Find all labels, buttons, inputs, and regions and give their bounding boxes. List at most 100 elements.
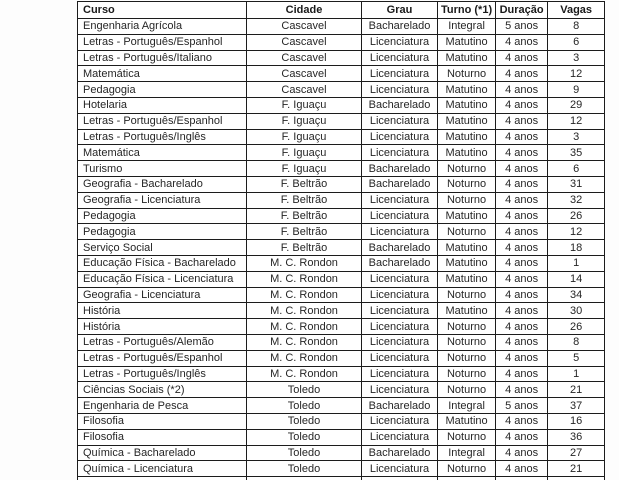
column-header-turno: Turno (*1) bbox=[436, 1, 497, 19]
cell-vagas: 21 bbox=[547, 381, 606, 399]
cell-turno: Noturno bbox=[436, 191, 497, 209]
cell-empty bbox=[495, 476, 549, 480]
cell-cidade: M. C. Rondon bbox=[246, 333, 362, 351]
table-row: Turismo F. Iguaçu Bacharelado Noturno 4 anos… bbox=[77, 160, 606, 177]
cell-cidade: F. Beltrão bbox=[246, 223, 362, 241]
cell-turno: Noturno bbox=[436, 286, 497, 304]
cell-duracao: 4 anos bbox=[495, 81, 549, 98]
cell-grau: Bacharelado bbox=[361, 18, 438, 35]
cell-cidade: M. C. Rondon bbox=[246, 286, 362, 304]
cell-turno: Matutino bbox=[436, 254, 497, 272]
cell-cidade: F. Iguaçu bbox=[246, 96, 362, 114]
cell-duracao: 4 anos bbox=[495, 318, 549, 335]
cell-vagas: 8 bbox=[547, 18, 606, 35]
table-row: História M. C. Rondon Licenciatura Matutino… bbox=[77, 302, 606, 320]
cell-grau: Licenciatura bbox=[361, 365, 438, 383]
cell-grau: Licenciatura bbox=[361, 302, 438, 320]
cell-curso: Geografia - Licenciatura bbox=[77, 286, 247, 304]
cell-cidade: Toledo bbox=[246, 428, 362, 446]
cell-empty bbox=[361, 476, 438, 480]
cell-turno: Integral bbox=[436, 18, 497, 35]
cell-curso: Educação Física - Licenciatura bbox=[77, 270, 247, 288]
table-row: Letras - Português/Inglês M. C. Rondon Lic… bbox=[77, 365, 606, 383]
cell-cidade: Cascavel bbox=[246, 49, 362, 67]
cell-duracao: 4 anos bbox=[495, 270, 549, 288]
cell-turno: Matutino bbox=[436, 96, 497, 114]
table-row: Filosofia Toledo Licenciatura Noturno 4 anos… bbox=[77, 428, 606, 446]
header-row: Curso Cidade Grau Turno (*1) Duração Vag… bbox=[77, 1, 606, 19]
cell-duracao: 4 anos bbox=[495, 160, 549, 177]
cell-vagas: 6 bbox=[547, 160, 606, 177]
cell-grau: Bacharelado bbox=[361, 239, 438, 256]
cell-duracao: 4 anos bbox=[495, 349, 549, 367]
column-header-grau: Grau bbox=[361, 1, 438, 19]
cell-cidade: Toledo bbox=[246, 412, 362, 430]
cell-turno: Matutino bbox=[436, 207, 497, 225]
cell-curso: Letras - Português/Inglês bbox=[77, 365, 247, 383]
cell-duracao: 4 anos bbox=[495, 96, 549, 114]
cell-turno: Matutino bbox=[436, 270, 497, 288]
cell-vagas: 1 bbox=[547, 365, 606, 383]
cell-curso: História bbox=[77, 318, 247, 335]
cell-turno: Matutino bbox=[436, 412, 497, 430]
cell-grau: Licenciatura bbox=[361, 428, 438, 446]
cell-curso: Matemática bbox=[77, 65, 247, 83]
cell-curso: Serviço Social bbox=[77, 239, 247, 256]
cell-duracao: 4 anos bbox=[495, 239, 549, 256]
cell-curso: Química - Licenciatura bbox=[77, 460, 247, 478]
table-row: História M. C. Rondon Licenciatura Noturno 4… bbox=[77, 318, 606, 335]
cell-curso: Letras - Português/Espanhol bbox=[77, 112, 247, 130]
cell-duracao: 4 anos bbox=[495, 365, 549, 383]
cell-cidade: Toledo bbox=[246, 381, 362, 399]
cell-grau: Licenciatura bbox=[361, 128, 438, 146]
cell-grau: Licenciatura bbox=[361, 33, 438, 51]
table-row: Letras - Português/Italiano Cascavel Licen… bbox=[77, 49, 606, 67]
cell-vagas: 34 bbox=[547, 286, 606, 304]
table-row-partial bbox=[77, 476, 606, 480]
cell-duracao: 4 anos bbox=[495, 428, 549, 446]
cell-turno: Noturno bbox=[436, 428, 497, 446]
table-row: Engenharia de Pesca Toledo Bacharelado Inte… bbox=[77, 397, 606, 414]
table-row: Pedagogia F. Beltrão Licenciatura Noturno 4 … bbox=[77, 223, 606, 241]
cell-turno: Noturno bbox=[436, 365, 497, 383]
cell-curso: Letras - Português/Espanhol bbox=[77, 33, 247, 51]
cell-grau: Licenciatura bbox=[361, 412, 438, 430]
cell-grau: Licenciatura bbox=[361, 207, 438, 225]
cell-curso: Pedagogia bbox=[77, 223, 247, 241]
cell-curso: História bbox=[77, 302, 247, 320]
cell-grau: Licenciatura bbox=[361, 223, 438, 241]
cell-turno: Matutino bbox=[436, 49, 497, 67]
cell-curso: Química - Bacharelado bbox=[77, 444, 247, 462]
table-row: Letras - Português/Espanhol M. C. Rondon L… bbox=[77, 349, 606, 367]
cell-turno: Noturno bbox=[436, 381, 497, 399]
cell-duracao: 4 anos bbox=[495, 207, 549, 225]
cell-vagas: 16 bbox=[547, 412, 606, 430]
cell-curso: Letras - Português/Alemão bbox=[77, 333, 247, 351]
cell-duracao: 4 anos bbox=[495, 460, 549, 478]
cell-cidade: F. Beltrão bbox=[246, 175, 362, 193]
cell-cidade: F. Beltrão bbox=[246, 191, 362, 209]
cell-vagas: 12 bbox=[547, 112, 606, 130]
cell-cidade: Toledo bbox=[246, 460, 362, 478]
cell-vagas: 37 bbox=[547, 397, 606, 414]
cell-turno: Noturno bbox=[436, 160, 497, 177]
cell-turno: Matutino bbox=[436, 239, 497, 256]
cell-duracao: 4 anos bbox=[495, 33, 549, 51]
cell-curso: Geografia - Licenciatura bbox=[77, 191, 247, 209]
cell-curso: Engenharia Agrícola bbox=[77, 18, 247, 35]
cell-curso: Letras - Português/Inglês bbox=[77, 128, 247, 146]
cell-vagas: 29 bbox=[547, 96, 606, 114]
cell-empty bbox=[547, 476, 606, 480]
cell-turno: Noturno bbox=[436, 175, 497, 193]
table-row: Geografia - Bacharelado F. Beltrão Bachare… bbox=[77, 175, 606, 193]
cell-duracao: 4 anos bbox=[495, 191, 549, 209]
cell-cidade: M. C. Rondon bbox=[246, 349, 362, 367]
cell-cidade: M. C. Rondon bbox=[246, 365, 362, 383]
cell-turno: Matutino bbox=[436, 144, 497, 162]
cell-vagas: 5 bbox=[547, 349, 606, 367]
cell-duracao: 4 anos bbox=[495, 254, 549, 272]
cell-vagas: 12 bbox=[547, 223, 606, 241]
cell-grau: Licenciatura bbox=[361, 81, 438, 98]
cell-vagas: 27 bbox=[547, 444, 606, 462]
